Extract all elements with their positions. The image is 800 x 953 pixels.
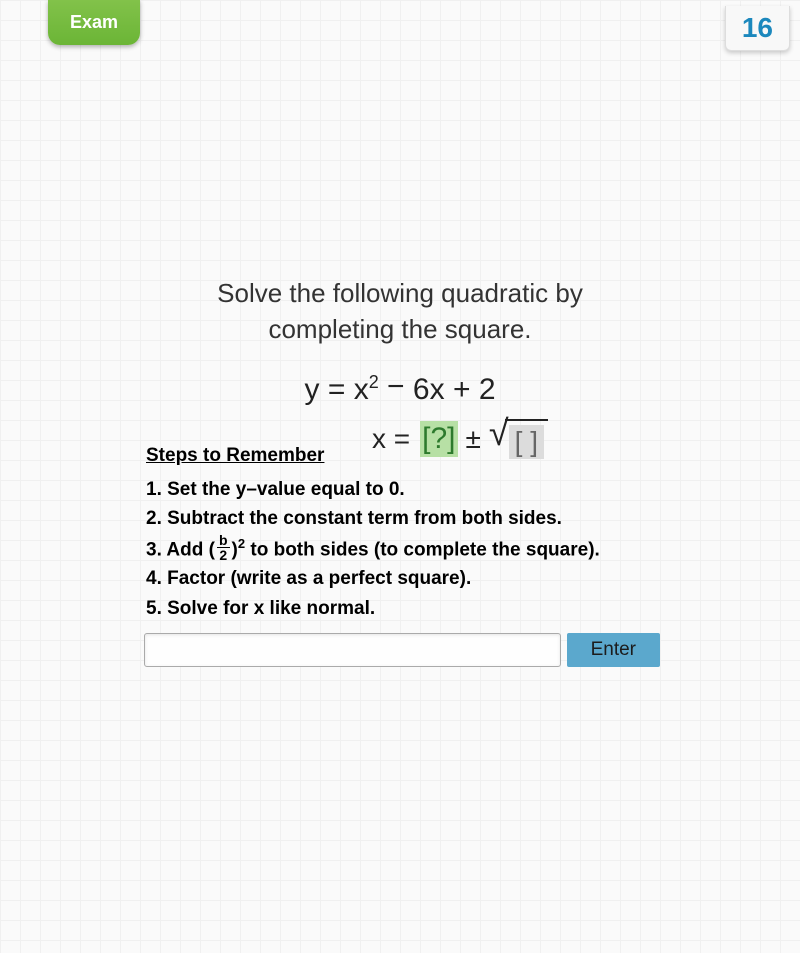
frac-numerator: b [217,533,230,548]
eq-b-var: x [430,373,445,406]
eq-equals: = [328,373,354,406]
plus-minus: ± [466,423,481,455]
exam-label: Exam [70,12,118,32]
eq-b-sign: − [387,370,405,403]
enter-label: Enter [591,639,636,660]
exam-button[interactable]: Exam [48,0,140,45]
step-3-prefix: 3. Add [146,539,209,560]
step-5: 5. Solve for x like normal. [146,594,660,623]
prompt-line-1: Solve the following quadratic by [217,278,583,308]
steps-list: 1. Set the y–value equal to 0. 2. Subtra… [140,475,660,624]
step-3-suffix: to both sides (to complete the square). [245,539,600,560]
step-2: 2. Subtract the constant term from both … [146,504,660,533]
input-row: Enter [140,633,660,667]
prompt-line-2: completing the square. [268,314,531,344]
eq-lhs: y [304,373,319,406]
answer-line: Steps to Remember x = [?] ± √ [ ] [140,419,660,469]
problem-content: Solve the following quadratic by complet… [140,275,660,667]
answer-expression: x = [?] ± √ [ ] [372,419,548,459]
counter-value: 16 [742,12,773,43]
equation: y = x2 − 6x + 2 [140,372,660,407]
eq-b-coef: 6 [413,373,430,406]
radical: √ [ ] [489,419,548,459]
eq-sq-exp: 2 [369,372,379,392]
steps-heading: Steps to Remember [146,445,324,467]
enter-button[interactable]: Enter [567,633,660,667]
step-3-exp: 2 [238,536,245,551]
eq-c: 2 [479,373,496,406]
answer-x-eq: x = [372,423,410,455]
answer-input[interactable] [144,633,561,667]
fraction-b-over-2: b2 [217,533,230,562]
eq-x: x [354,373,369,406]
radical-bar: [ ] [505,419,548,459]
step-1: 1. Set the y–value equal to 0. [146,475,660,504]
eq-c-sign: + [453,373,471,406]
step-4: 4. Factor (write as a perfect square). [146,564,660,593]
answer-gray-box[interactable]: [ ] [509,425,544,459]
question-counter: 16 [725,6,790,51]
sqrt-icon: √ [489,415,509,451]
answer-green-box[interactable]: [?] [420,421,457,457]
frac-denominator: 2 [217,548,230,562]
problem-prompt: Solve the following quadratic by complet… [140,275,660,348]
step-3: 3. Add (b2)2 to both sides (to complete … [146,534,660,565]
